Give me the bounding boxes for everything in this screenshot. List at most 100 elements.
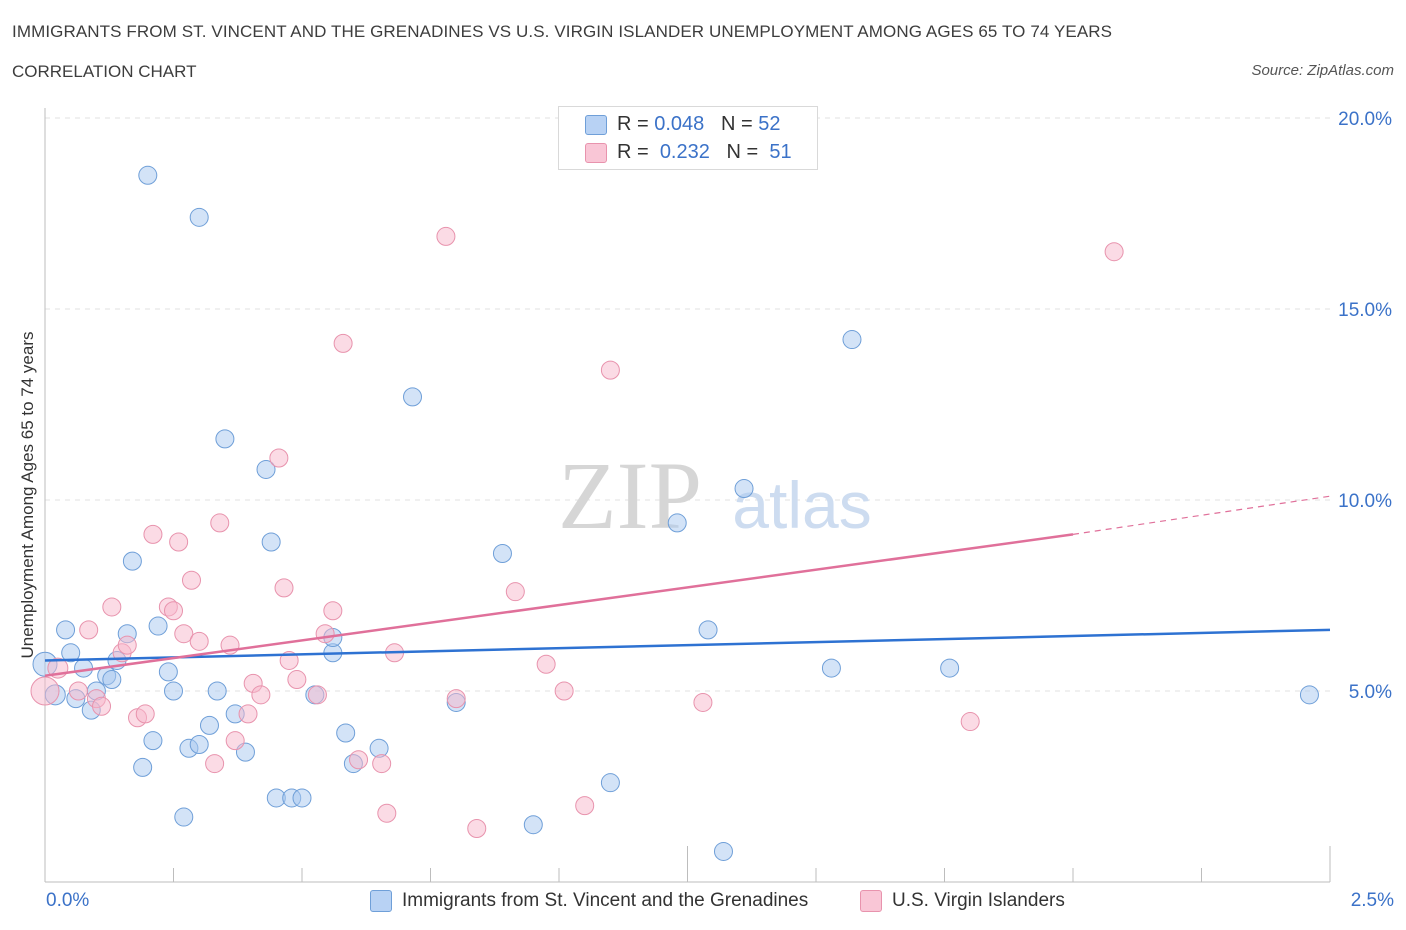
point-pink-16	[181, 570, 201, 590]
x-tick-label-min: 0.0%	[46, 890, 90, 911]
point-blue-12	[122, 551, 142, 571]
point-pink-47	[1104, 242, 1124, 262]
point-pink-33	[349, 750, 369, 770]
point-blue-18	[164, 681, 183, 701]
point-blue-48	[821, 658, 841, 678]
trendline-pink	[44, 533, 1074, 677]
point-blue-19	[174, 807, 194, 827]
y-tick-labels: 5.0% 10.0% 15.0% 20.0%	[1338, 109, 1392, 703]
legend-n-blue: 52	[758, 113, 781, 135]
point-pink-45	[693, 692, 713, 712]
point-pink-40	[505, 582, 525, 602]
bottom-legend-swatch-pink	[860, 890, 882, 912]
bottom-legend-label-blue: Immigrants from St. Vincent and the Gren…	[402, 890, 809, 911]
point-pink-41	[536, 654, 556, 674]
y-tick-label: 20.0%	[1338, 109, 1392, 130]
point-blue-3	[61, 643, 81, 663]
point-pink-37	[436, 226, 456, 246]
point-blue-2	[56, 620, 76, 640]
point-blue-16	[148, 616, 168, 636]
point-blue-42	[523, 815, 543, 835]
point-pink-46	[960, 712, 980, 732]
point-pink-6	[102, 597, 122, 617]
point-blue-23	[199, 715, 219, 735]
point-pink-5	[92, 696, 112, 716]
point-blue-51	[1299, 685, 1319, 705]
trendline-pink-extension	[1072, 495, 1331, 535]
point-pink-26	[274, 578, 294, 598]
point-pink-32	[333, 333, 353, 353]
point-blue-14	[138, 165, 158, 185]
point-blue-50	[940, 658, 960, 678]
point-blue-13	[133, 757, 153, 777]
point-blue-28	[256, 459, 276, 479]
point-pink-10	[135, 704, 155, 724]
point-pink-43	[575, 796, 595, 816]
point-blue-21	[189, 207, 209, 227]
point-pink-25	[269, 448, 289, 468]
chart-title: IMMIGRANTS FROM ST. VINCENT AND THE GREN…	[12, 22, 1113, 41]
point-blue-29	[261, 532, 281, 552]
point-blue-45	[698, 620, 718, 640]
legend-text-pink: R = 0.232 N = 51	[617, 141, 792, 163]
point-pink-19	[210, 513, 230, 533]
point-pink-2	[68, 681, 88, 701]
x-tick-label-max: 2.5%	[1350, 890, 1394, 911]
point-blue-41	[492, 543, 512, 563]
point-blue-36	[336, 723, 356, 743]
chart-subtitle: CORRELATION CHART	[12, 62, 197, 81]
point-pink-8	[117, 635, 137, 655]
axis-layer	[44, 108, 1331, 883]
point-blue-22	[189, 734, 209, 754]
point-pink-29	[307, 685, 327, 705]
point-blue-9	[102, 670, 122, 690]
legend-n-pink: 51	[769, 141, 792, 163]
trend-layer	[44, 495, 1331, 677]
point-blue-47	[734, 479, 754, 499]
grid-layer	[45, 117, 1330, 692]
stats-legend: R = 0.048 N = 52 R = 0.232 N = 51	[558, 106, 818, 170]
point-pink-3	[79, 620, 99, 640]
trendline-blue	[44, 628, 1331, 662]
point-pink-42	[554, 681, 574, 701]
point-pink-28	[287, 670, 307, 690]
source-note: Source: ZipAtlas.com	[1251, 62, 1394, 79]
point-pink-39	[467, 819, 487, 839]
point-pink-14	[169, 532, 189, 552]
point-pink-17	[189, 631, 209, 651]
legend-text-blue: R = 0.048 N = 52	[617, 113, 781, 135]
point-blue-24	[207, 681, 227, 701]
y-axis-title: Unemployment Among Ages 65 to 74 years	[18, 331, 37, 659]
point-pink-34	[372, 754, 392, 774]
point-blue-49	[842, 330, 862, 350]
point-pink-0	[30, 676, 60, 706]
y-tick-label: 5.0%	[1349, 682, 1392, 703]
watermark: ZIP atlas	[558, 442, 872, 549]
watermark-zip: ZIP	[558, 442, 702, 549]
point-pink-35	[377, 803, 397, 823]
point-blue-39	[403, 387, 423, 407]
point-blue-15	[143, 731, 163, 751]
legend-swatch-blue	[585, 115, 607, 135]
point-blue-46	[713, 841, 733, 861]
point-pink-38	[446, 689, 466, 709]
legend-r-pink: 0.232	[659, 141, 710, 163]
point-pink-21	[225, 731, 245, 751]
point-blue-25	[215, 429, 235, 449]
point-pink-18	[205, 754, 225, 774]
legend-r-blue: 0.048	[654, 113, 705, 135]
point-pink-11	[143, 524, 163, 544]
y-tick-label: 15.0%	[1338, 300, 1392, 321]
point-pink-24	[251, 685, 271, 705]
y-tick-label: 10.0%	[1338, 491, 1392, 512]
watermark-atlas: atlas	[732, 468, 871, 542]
bottom-legend-swatch-blue	[370, 890, 392, 912]
point-pink-31	[323, 601, 343, 621]
point-blue-32	[292, 788, 312, 808]
point-pink-15	[174, 624, 194, 644]
point-blue-5	[74, 658, 94, 678]
point-blue-17	[158, 662, 178, 682]
point-pink-30	[315, 624, 335, 644]
point-pink-22	[238, 704, 258, 724]
